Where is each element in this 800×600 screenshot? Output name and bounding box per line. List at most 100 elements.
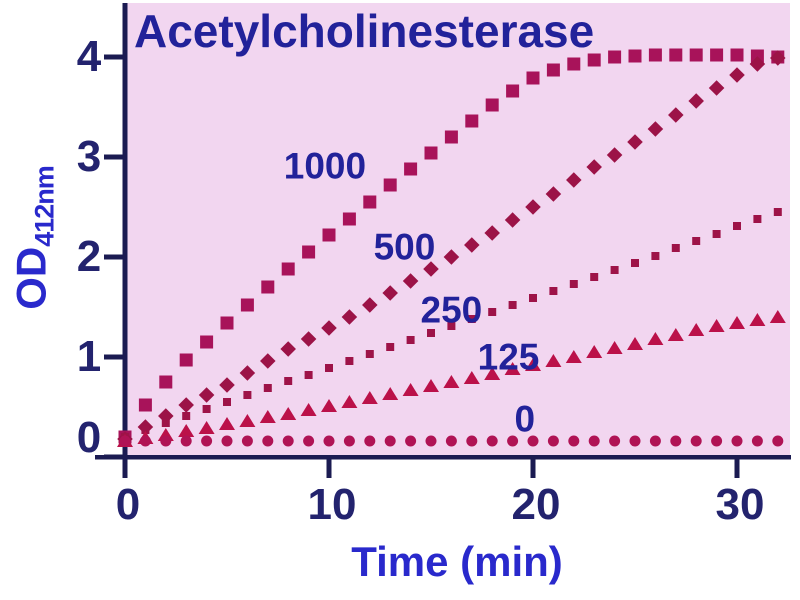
- data-point: [361, 391, 378, 404]
- data-point: [284, 377, 293, 385]
- data-point: [239, 365, 256, 381]
- data-point: [667, 328, 684, 341]
- y-axis-line: [122, 3, 128, 461]
- data-point: [631, 259, 639, 267]
- series-label-1000: 1000: [283, 145, 367, 187]
- data-point: [690, 435, 702, 447]
- data-point: [223, 398, 231, 406]
- data-point: [362, 297, 378, 313]
- data-point: [526, 71, 540, 85]
- data-point: [463, 371, 480, 384]
- data-point: [608, 50, 622, 64]
- y-tick-label-3: 3: [76, 132, 102, 181]
- data-point: [443, 375, 460, 388]
- data-point: [588, 435, 600, 447]
- data-point: [402, 383, 419, 396]
- data-point: [586, 345, 603, 358]
- data-point: [201, 435, 213, 447]
- data-point: [341, 309, 358, 325]
- data-point: [525, 358, 541, 371]
- data-point: [240, 298, 254, 312]
- y-axis-title-subscript: 412nm: [29, 166, 60, 247]
- data-point: [423, 379, 439, 392]
- x-tick-10: [326, 459, 332, 478]
- data-point: [671, 244, 680, 252]
- x-tick-label-30: 30: [715, 480, 765, 529]
- data-point: [178, 397, 194, 413]
- data-point: [565, 350, 582, 363]
- y-tick-label-1: 1: [76, 332, 102, 381]
- data-point: [445, 435, 457, 447]
- data-point: [198, 421, 215, 434]
- data-point: [467, 315, 476, 323]
- data-point: [688, 323, 705, 336]
- data-point: [466, 435, 478, 447]
- data-point: [444, 130, 458, 144]
- data-point: [280, 407, 297, 420]
- data-point: [405, 435, 417, 447]
- data-point: [606, 147, 623, 163]
- data-point: [383, 178, 397, 192]
- data-point: [384, 435, 396, 447]
- data-point: [341, 395, 358, 408]
- data-point: [527, 435, 539, 447]
- series-label-500: 500: [373, 226, 436, 268]
- data-point: [753, 215, 762, 223]
- y-tick-label-2: 2: [76, 232, 102, 281]
- data-point: [464, 237, 480, 253]
- data-point: [712, 230, 721, 238]
- data-point: [769, 310, 786, 323]
- data-point: [427, 329, 435, 337]
- data-point: [382, 285, 398, 301]
- data-point: [586, 159, 602, 175]
- data-point: [304, 371, 313, 379]
- data-point: [321, 320, 337, 336]
- data-point: [590, 273, 599, 281]
- data-point: [386, 343, 395, 351]
- data-point: [119, 435, 131, 447]
- data-point: [670, 435, 682, 447]
- data-point: [504, 362, 521, 375]
- data-point: [364, 435, 376, 447]
- x-tick-30: [734, 459, 740, 478]
- data-point: [342, 212, 356, 226]
- data-point: [649, 435, 661, 447]
- data-point: [508, 301, 517, 309]
- data-point: [179, 353, 193, 367]
- data-point: [569, 280, 578, 288]
- y-tick-2: [104, 254, 125, 260]
- data-point: [404, 162, 418, 176]
- data-point: [628, 49, 642, 63]
- data-point: [300, 331, 317, 347]
- data-point: [180, 435, 192, 447]
- data-point: [627, 337, 643, 350]
- data-point: [488, 308, 497, 316]
- data-point: [260, 353, 276, 369]
- data-point: [220, 316, 234, 330]
- data-point: [610, 266, 619, 274]
- data-point: [609, 435, 621, 447]
- data-point: [668, 107, 684, 123]
- data-point: [549, 287, 558, 295]
- data-point: [545, 354, 562, 367]
- data-point: [402, 273, 419, 289]
- data-point: [325, 364, 333, 372]
- y-tick-1: [104, 354, 125, 360]
- data-point: [566, 172, 582, 188]
- data-point: [749, 313, 766, 326]
- data-point: [648, 48, 662, 62]
- data-point: [280, 341, 296, 357]
- series-label-250: 250: [420, 289, 483, 331]
- data-point: [627, 134, 643, 150]
- y-tick-label-0: 0: [76, 413, 102, 462]
- data-point: [300, 403, 317, 416]
- data-point: [731, 435, 743, 447]
- data-point: [178, 424, 195, 437]
- data-point: [243, 391, 252, 399]
- y-tick-0: [104, 454, 125, 460]
- data-point: [669, 48, 683, 62]
- data-point: [425, 435, 437, 447]
- plot-area: [127, 3, 790, 455]
